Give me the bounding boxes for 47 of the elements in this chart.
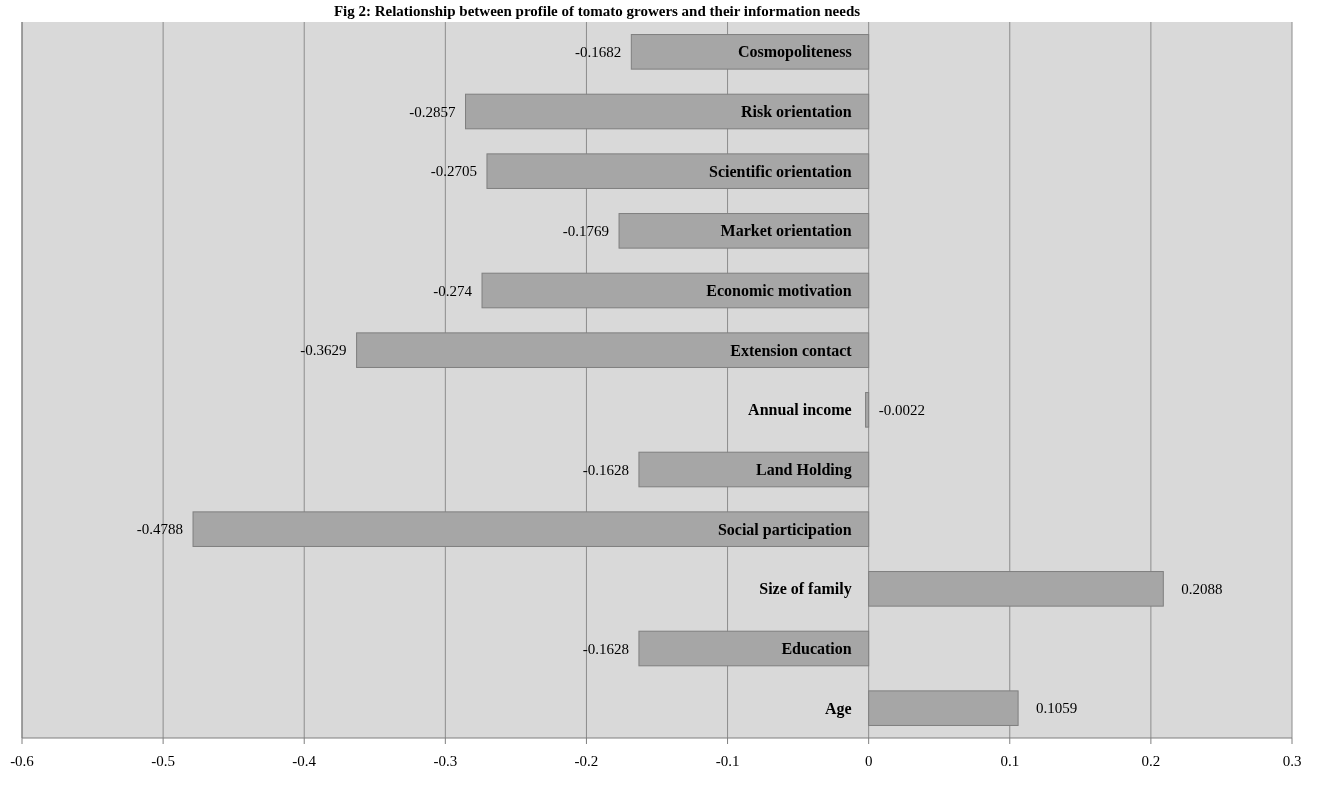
x-tick-label: -0.4 [292, 753, 317, 769]
data-label: 0.1059 [1036, 700, 1078, 717]
x-tick-label: 0 [864, 753, 873, 769]
bar [638, 451, 870, 488]
bar [630, 34, 870, 70]
x-tick-label: -0.6 [10, 753, 35, 769]
bar [865, 392, 870, 428]
data-label: -0.0022 [878, 402, 925, 419]
data-label: -0.1628 [582, 461, 629, 478]
bar [618, 213, 870, 249]
data-label: -0.2857 [409, 103, 457, 120]
bar [638, 630, 870, 667]
y-tick-label: Social participation [717, 520, 852, 539]
x-tick-label: -0.2 [574, 753, 599, 769]
x-tick-label: -0.5 [151, 753, 175, 769]
y-tick-label: Size of family [759, 580, 852, 599]
data-label: -0.1769 [562, 223, 610, 240]
y-tick-label: Scientific orientation [709, 162, 852, 180]
data-label: -0.1682 [575, 44, 622, 61]
x-tick-label: 0.3 [1282, 753, 1302, 769]
y-tick-label: Land Holding [756, 461, 852, 480]
bar [486, 153, 870, 189]
x-tick-label: 0.1 [1000, 753, 1020, 769]
bar [481, 272, 870, 309]
y-tick-label: Age [825, 699, 852, 718]
data-label: -0.2705 [430, 163, 477, 180]
bar [868, 690, 1019, 726]
bar [868, 571, 1164, 607]
x-tick-label: 0.2 [1141, 753, 1161, 769]
y-tick-label: Cosmopoliteness [737, 43, 852, 62]
data-label: 0.2088 [1181, 581, 1223, 598]
x-tick-label: -0.3 [433, 753, 458, 769]
data-label: -0.274 [433, 282, 473, 299]
y-tick-label: Education [781, 640, 852, 658]
y-tick-label: Annual income [748, 401, 852, 419]
y-tick-label: Risk orientation [740, 103, 852, 121]
bar [465, 93, 870, 130]
data-label: -0.4788 [136, 521, 184, 538]
y-tick-label: Market orientation [720, 222, 852, 240]
y-tick-label: Economic motivation [706, 282, 852, 300]
chart-title: Fig 2: Relationship between profile of tomato growers and their information needs [333, 3, 861, 19]
data-label: -0.3629 [300, 342, 347, 359]
y-tick-label: Extension contact [730, 341, 853, 359]
x-tick-label: -0.1 [715, 753, 740, 769]
data-label: -0.1628 [582, 640, 629, 657]
bar [356, 332, 870, 368]
bar [192, 511, 870, 547]
